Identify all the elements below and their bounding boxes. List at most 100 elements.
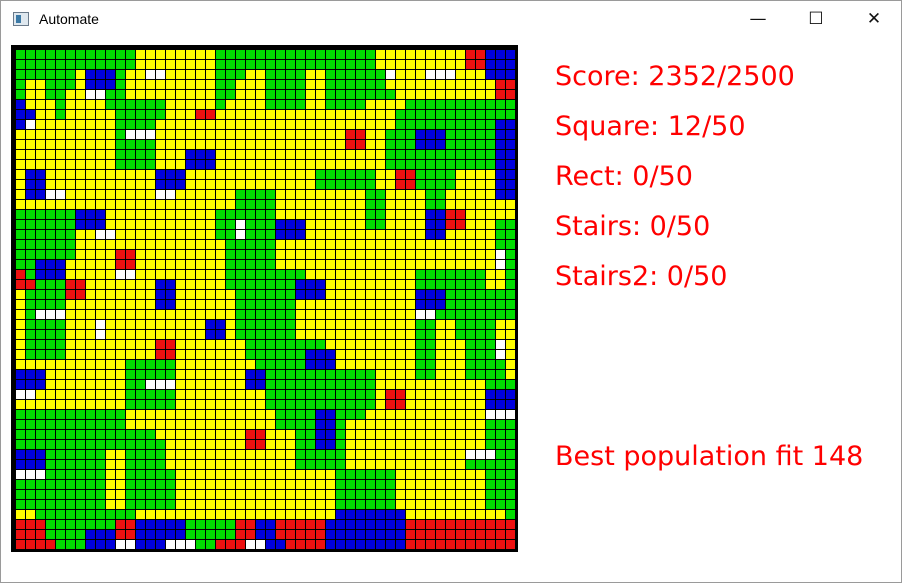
- grid-cell: [326, 470, 335, 479]
- grid-cell: [376, 50, 385, 59]
- grid-cell: [426, 390, 435, 399]
- grid-cell: [436, 230, 445, 239]
- grid-cell: [436, 520, 445, 529]
- grid-cell: [316, 80, 325, 89]
- grid-cell: [96, 240, 105, 249]
- grid-cell: [466, 430, 475, 439]
- grid-cell: [256, 430, 265, 439]
- grid-cell: [226, 410, 235, 419]
- grid-cell: [26, 340, 35, 349]
- grid-cell: [456, 380, 465, 389]
- grid-cell: [496, 50, 505, 59]
- grid-cell: [366, 290, 375, 299]
- grid-cell: [426, 210, 435, 219]
- grid-cell: [366, 470, 375, 479]
- grid-cell: [76, 480, 85, 489]
- grid-cell: [196, 430, 205, 439]
- grid-cell: [476, 170, 485, 179]
- grid-cell: [116, 300, 125, 309]
- grid-cell: [406, 340, 415, 349]
- grid-cell: [226, 240, 235, 249]
- grid-cell: [216, 280, 225, 289]
- grid-cell: [366, 80, 375, 89]
- grid-cell: [376, 340, 385, 349]
- grid-cell: [356, 410, 365, 419]
- grid-cell: [456, 220, 465, 229]
- grid-cell: [376, 330, 385, 339]
- grid-cell: [66, 280, 75, 289]
- grid-cell: [216, 160, 225, 169]
- grid-cell: [16, 250, 25, 259]
- grid-cell: [86, 450, 95, 459]
- grid-cell: [176, 280, 185, 289]
- grid-cell: [236, 320, 245, 329]
- grid-cell: [166, 100, 175, 109]
- grid-cell: [446, 130, 455, 139]
- close-button[interactable]: ✕: [866, 9, 882, 29]
- grid-cell: [166, 260, 175, 269]
- grid-cell: [46, 80, 55, 89]
- grid-cell: [56, 430, 65, 439]
- grid-cell: [196, 400, 205, 409]
- grid-cell: [66, 170, 75, 179]
- grid-cell: [496, 220, 505, 229]
- grid-cell: [426, 80, 435, 89]
- grid-cell: [266, 510, 275, 519]
- grid-cell: [16, 400, 25, 409]
- grid-cell: [326, 300, 335, 309]
- grid-cell: [286, 110, 295, 119]
- grid-cell: [336, 510, 345, 519]
- grid-cell: [456, 160, 465, 169]
- grid-cell: [36, 90, 45, 99]
- minimize-button[interactable]: —: [749, 9, 767, 29]
- grid-cell: [236, 110, 245, 119]
- grid-cell: [316, 490, 325, 499]
- grid-cell: [426, 440, 435, 449]
- grid-cell: [16, 180, 25, 189]
- grid-cell: [116, 350, 125, 359]
- grid-cell: [146, 490, 155, 499]
- grid-cell: [16, 270, 25, 279]
- grid-cell: [166, 250, 175, 259]
- grid-cell: [56, 120, 65, 129]
- grid-cell: [416, 500, 425, 509]
- grid-cell: [156, 190, 165, 199]
- grid-cell: [296, 220, 305, 229]
- grid-cell: [266, 440, 275, 449]
- grid-cell: [36, 380, 45, 389]
- grid-cell: [406, 130, 415, 139]
- grid-cell: [276, 480, 285, 489]
- grid-cell: [296, 320, 305, 329]
- grid-cell: [126, 90, 135, 99]
- grid-cell: [166, 120, 175, 129]
- grid-cell: [46, 350, 55, 359]
- grid-cell: [176, 290, 185, 299]
- grid-cell: [246, 470, 255, 479]
- grid-cell: [46, 300, 55, 309]
- grid-cell: [276, 180, 285, 189]
- title-bar[interactable]: Automate — ☐ ✕: [1, 1, 901, 37]
- grid-cell: [296, 450, 305, 459]
- grid-cell: [366, 260, 375, 269]
- grid-cell: [406, 470, 415, 479]
- grid-cell: [226, 370, 235, 379]
- grid-cell: [386, 110, 395, 119]
- grid-cell: [396, 50, 405, 59]
- grid-cell: [346, 470, 355, 479]
- grid-cell: [356, 230, 365, 239]
- maximize-button[interactable]: ☐: [808, 9, 824, 29]
- grid-cell: [406, 500, 415, 509]
- grid-cell: [26, 240, 35, 249]
- grid-cell: [276, 150, 285, 159]
- grid-cell: [286, 340, 295, 349]
- grid-cell: [316, 420, 325, 429]
- grid-cell: [186, 400, 195, 409]
- grid-cell: [166, 200, 175, 209]
- grid-cell: [246, 330, 255, 339]
- grid-cell: [356, 220, 365, 229]
- grid-cell: [106, 310, 115, 319]
- grid-cell: [326, 310, 335, 319]
- grid-cell: [46, 200, 55, 209]
- grid-cell: [376, 230, 385, 239]
- grid-cell: [356, 50, 365, 59]
